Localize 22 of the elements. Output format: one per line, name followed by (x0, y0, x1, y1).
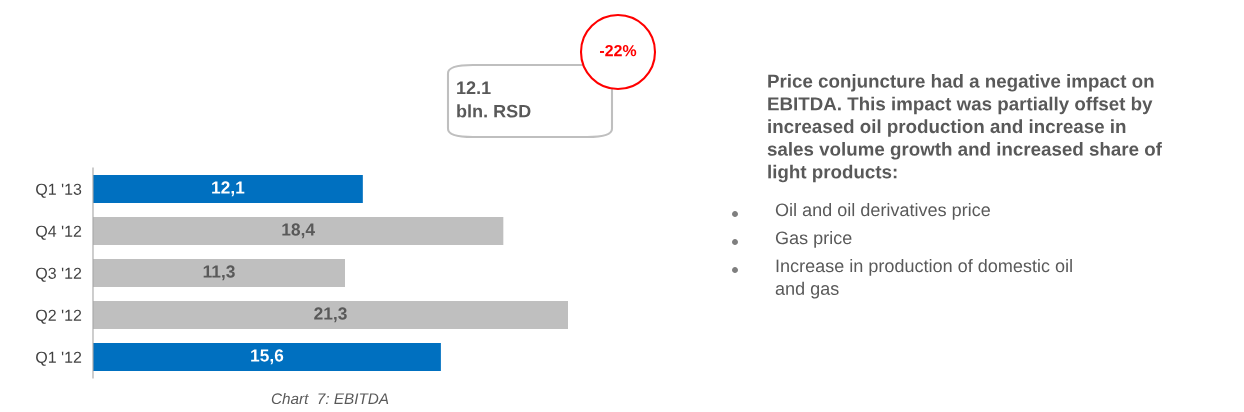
y-tick-label: Q1 '12 (36, 351, 82, 366)
y-tick-label: Q1 '13 (36, 183, 82, 198)
data-label: 18,4 (282, 223, 315, 239)
text: Increase in production of domestic oil and gas (775, 259, 1072, 299)
data-label: 12,1 (212, 181, 245, 197)
text: Gas price (775, 231, 852, 248)
bar (93, 216, 504, 246)
bar (93, 300, 568, 330)
data-label: 15,6 (251, 349, 284, 365)
data-label: 21,3 (314, 307, 347, 323)
y-tick-label: Q4 '12 (36, 225, 82, 240)
data-label: 11,3 (203, 265, 235, 281)
text: Oil and oil derivatives price (775, 203, 990, 220)
y-tick-label: Q2 '12 (36, 309, 82, 324)
bar (93, 342, 441, 372)
bar (93, 258, 345, 288)
text: Price conjuncture had a negative impact on EBITDA. This impact was partially offset by increased oil production and increase in sales volume growth and increased share of light products: (767, 74, 1162, 183)
text: -22% (599, 44, 637, 57)
text: 12.1 bln. RSD (457, 81, 531, 118)
bar (93, 174, 363, 204)
y-tick-label: Q3 '12 (36, 267, 82, 282)
caption: Chart 7: EBITDA (271, 392, 389, 405)
